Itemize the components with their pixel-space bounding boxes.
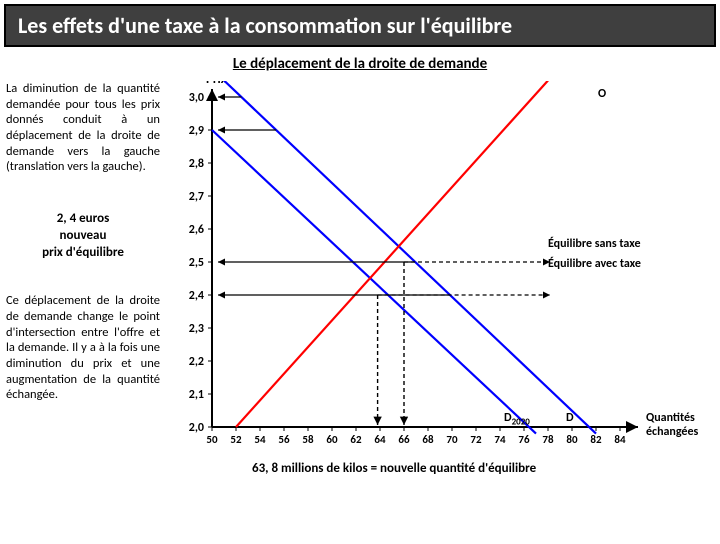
chart-caption: 63, 8 millions de kilos = nouvelle quant… xyxy=(252,461,536,476)
svg-text:échangées: échangées xyxy=(646,425,699,439)
svg-text:3,0: 3,0 xyxy=(189,91,204,105)
svg-text:68: 68 xyxy=(422,433,434,446)
svg-text:50: 50 xyxy=(206,433,218,446)
svg-text:76: 76 xyxy=(518,433,530,446)
highlight-line-2: nouveau xyxy=(6,228,160,245)
svg-text:78: 78 xyxy=(542,433,554,446)
demand-new-label: D2020 xyxy=(504,411,530,427)
svg-text:54: 54 xyxy=(254,433,266,446)
content-row: La diminution de la quantité demandée po… xyxy=(0,81,720,491)
subtitle: Le déplacement de la droite de demande xyxy=(0,55,720,73)
supply-demand-chart: Prix Quantitéséchangées 3,0 2,9 2,8 2,7 2,6 2,5… xyxy=(168,81,708,491)
svg-text:2,1: 2,1 xyxy=(189,388,204,402)
svg-text:2,8: 2,8 xyxy=(189,157,204,171)
highlight-line-1: 2, 4 euros xyxy=(6,211,160,228)
page-title: Les effets d'une taxe à la consommation … xyxy=(4,4,716,47)
svg-text:52: 52 xyxy=(230,433,242,446)
svg-text:56: 56 xyxy=(278,433,290,446)
svg-text:66: 66 xyxy=(398,433,410,446)
left-column: La diminution de la quantité demandée po… xyxy=(6,81,160,491)
svg-text:Prix: Prix xyxy=(206,81,227,87)
equilibrium-no-tax-label: Équilibre sans taxe xyxy=(548,237,641,251)
svg-text:60: 60 xyxy=(326,433,338,446)
svg-text:2,0: 2,0 xyxy=(189,421,204,435)
svg-text:62: 62 xyxy=(350,433,362,446)
left-paragraph-1: La diminution de la quantité demandée po… xyxy=(6,81,160,175)
svg-text:58: 58 xyxy=(302,433,314,446)
left-paragraph-2: Ce déplacement de la droite de demande c… xyxy=(6,293,160,402)
svg-text:82: 82 xyxy=(590,433,602,446)
svg-text:Quantités: Quantités xyxy=(646,411,695,425)
svg-text:2,2: 2,2 xyxy=(189,355,204,369)
svg-text:2,5: 2,5 xyxy=(189,256,204,270)
svg-text:2,7: 2,7 xyxy=(189,190,204,204)
equilibrium-with-tax-label: Équilibre avec taxe xyxy=(548,257,641,271)
demand-old-label: D xyxy=(566,411,574,425)
supply-curve-label: O xyxy=(598,87,606,101)
chart-area: Prix Quantitéséchangées 3,0 2,9 2,8 2,7 2,6 2,5… xyxy=(168,81,714,491)
svg-text:80: 80 xyxy=(566,433,578,446)
svg-text:70: 70 xyxy=(446,433,458,446)
equilibrium-price-highlight: 2, 4 euros nouveau prix d'équilibre xyxy=(6,211,160,262)
svg-text:2,9: 2,9 xyxy=(189,124,204,138)
svg-text:2,4: 2,4 xyxy=(189,289,204,303)
svg-text:84: 84 xyxy=(614,433,626,446)
svg-text:74: 74 xyxy=(494,433,506,446)
highlight-line-3: prix d'équilibre xyxy=(6,245,160,262)
svg-text:2,3: 2,3 xyxy=(189,322,204,336)
svg-text:72: 72 xyxy=(470,433,482,446)
svg-text:64: 64 xyxy=(374,433,386,446)
svg-text:2,6: 2,6 xyxy=(189,223,204,237)
